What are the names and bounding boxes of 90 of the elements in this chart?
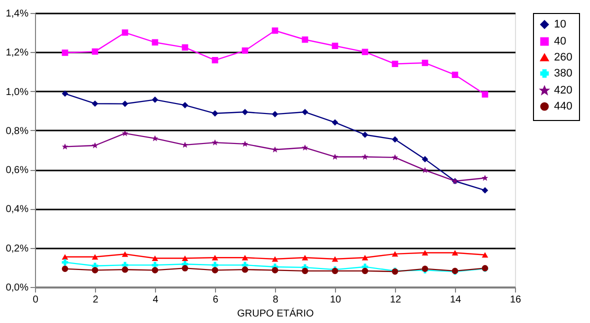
- point: [392, 60, 398, 68]
- point: [92, 267, 98, 274]
- point: [212, 254, 218, 260]
- point: [302, 268, 308, 274]
- point: [212, 110, 218, 117]
- point: [242, 266, 248, 273]
- point: [422, 250, 428, 256]
- point: [482, 187, 488, 194]
- point: [212, 139, 218, 146]
- point: [332, 119, 338, 126]
- y-tick-label: 0,0%: [6, 282, 29, 294]
- point: [242, 254, 248, 260]
- point: [392, 136, 398, 143]
- point: [122, 29, 128, 36]
- point: [362, 254, 368, 260]
- legend-label: 40: [554, 36, 566, 48]
- point: [482, 252, 488, 258]
- y-tick-label: 0,8%: [6, 126, 29, 137]
- x-axis-title: GRUPO ETÁRIO: [237, 308, 314, 320]
- point: [362, 132, 368, 138]
- point: [122, 130, 128, 136]
- point: [182, 44, 188, 51]
- point: [62, 144, 68, 150]
- point: [212, 57, 218, 64]
- point: [92, 254, 98, 260]
- point: [92, 48, 98, 55]
- x-tick-label: 0: [32, 294, 39, 306]
- point: [182, 255, 188, 261]
- point: [272, 111, 278, 118]
- y-tick-label: 1,2%: [6, 48, 29, 59]
- x-tick-label: 12: [390, 294, 402, 306]
- point: [272, 256, 278, 262]
- point: [362, 48, 368, 56]
- point: [392, 251, 398, 257]
- point: [242, 47, 248, 54]
- point: [332, 256, 338, 262]
- point: [272, 267, 278, 274]
- point: [272, 27, 278, 34]
- x-tick-label: 16: [510, 294, 522, 306]
- point: [422, 166, 428, 174]
- point: [62, 259, 68, 266]
- point: [362, 154, 368, 160]
- point: [152, 96, 158, 103]
- point: [302, 108, 308, 116]
- legend-label: 260: [554, 52, 572, 64]
- point: [272, 146, 278, 152]
- x-tick-label: 6: [212, 294, 219, 306]
- point: [452, 72, 458, 78]
- x-tick-label: 14: [450, 294, 462, 306]
- point: [362, 268, 368, 274]
- legend-label: 440: [554, 100, 572, 112]
- point: [422, 60, 428, 66]
- point: [62, 266, 68, 272]
- point: [452, 250, 458, 256]
- point: [92, 100, 98, 107]
- point: [92, 142, 98, 148]
- point: [122, 100, 128, 107]
- point: [332, 154, 338, 160]
- point: [62, 50, 68, 56]
- point: [182, 265, 188, 272]
- legend-label: 420: [554, 84, 572, 96]
- y-tick-label: 0,6%: [6, 165, 29, 176]
- x-tick-label: 8: [272, 294, 279, 306]
- point: [242, 140, 248, 147]
- point: [242, 108, 248, 116]
- x-tick-label: 2: [92, 294, 99, 306]
- x-tick-label: 4: [152, 294, 159, 306]
- point: [122, 266, 128, 273]
- point: [392, 154, 398, 160]
- point: [122, 251, 128, 257]
- point: [152, 267, 158, 274]
- point: [152, 39, 158, 46]
- point: [302, 36, 308, 43]
- point: [212, 267, 218, 274]
- point: [302, 144, 308, 150]
- legend-label: 380: [554, 68, 572, 80]
- y-tick-label: 0,4%: [6, 204, 29, 216]
- y-tick-label: 1,4%: [6, 8, 29, 20]
- point: [62, 90, 68, 97]
- point: [152, 255, 158, 261]
- y-tick-label: 1,0%: [6, 86, 29, 98]
- point: [302, 254, 308, 260]
- y-tick-label: 0,2%: [6, 243, 29, 254]
- point: [422, 156, 428, 162]
- x-tick-label: 10: [330, 294, 342, 306]
- point: [182, 102, 188, 108]
- point: [482, 174, 488, 181]
- point: [332, 42, 338, 50]
- point: [482, 91, 488, 98]
- legend-label: 10: [554, 18, 566, 30]
